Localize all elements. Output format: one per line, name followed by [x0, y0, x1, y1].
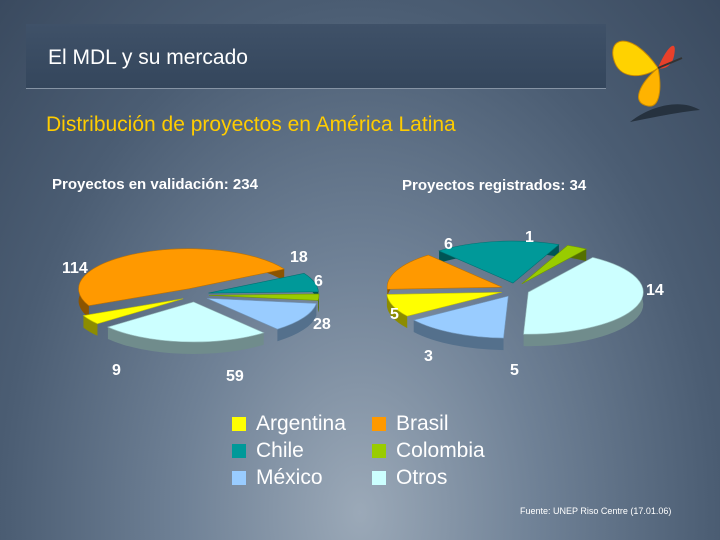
- pie-2-label-chile: 6: [444, 236, 453, 253]
- pie-1-label-mexico: 28: [313, 316, 331, 333]
- pie-1-label-otros: 59: [226, 368, 244, 385]
- legend-item-argentina: Argentina: [232, 412, 346, 436]
- pie-2-label-mexico: 5: [510, 362, 519, 379]
- legend-swatch-argentina: [232, 417, 246, 431]
- legend-item-otros: Otros: [372, 466, 447, 490]
- pie-1-label-chile: 18: [290, 249, 308, 266]
- pie-2-label-colombia: 1: [525, 229, 534, 246]
- legend-label: Chile: [256, 439, 304, 462]
- butterfly-logo: [612, 40, 700, 122]
- pie-1-slice-mexico: [207, 298, 317, 330]
- pie-2-label-argentina: 3: [424, 348, 433, 365]
- pie-2-title: Proyectos registrados: 34: [402, 177, 587, 194]
- pie-1-slice-colombia: [208, 293, 320, 301]
- legend-label: México: [256, 466, 323, 489]
- pie-1-label-brasil: 114: [62, 260, 88, 277]
- legend-item-chile: Chile: [232, 439, 304, 463]
- slide-title: El MDL y su mercado: [48, 46, 248, 69]
- legend-swatch-mexico: [232, 471, 246, 485]
- legend-item-mexico: México: [232, 466, 323, 490]
- legend-label: Argentina: [256, 412, 346, 435]
- legend-swatch-brasil: [372, 417, 386, 431]
- pie-2-slice-chile: [438, 240, 560, 284]
- pie-1-slice-otros: [107, 301, 265, 343]
- pie-1-title: Proyectos en validación: 234: [52, 176, 258, 193]
- pie-2-slice-brasil: [386, 254, 503, 290]
- legend-swatch-otros: [372, 471, 386, 485]
- pie-1-slice-brasil: [78, 248, 285, 307]
- pie-2-slice-colombia: [521, 245, 588, 285]
- pie-2-label-otros: 14: [646, 282, 664, 299]
- legend-label: Brasil: [396, 412, 449, 435]
- legend-item-brasil: Brasil: [372, 412, 449, 436]
- pie-2-label-brasil: 5: [390, 306, 399, 323]
- legend-swatch-colombia: [372, 444, 386, 458]
- chart-subtitle: Distribución de proyectos en América Lat…: [46, 113, 456, 136]
- pie-2-slice-otros: [523, 257, 644, 335]
- legend-label: Colombia: [396, 439, 485, 462]
- legend-label: Otros: [396, 466, 448, 489]
- pie-1-slice-argentina: [82, 298, 184, 325]
- legend-item-colombia: Colombia: [372, 439, 485, 463]
- pie-1-label-colombia: 6: [314, 273, 323, 290]
- title-bar: [26, 24, 606, 89]
- source-note: Fuente: UNEP Riso Centre (17.01.06): [520, 506, 672, 516]
- pie-2-slice-mexico: [412, 295, 509, 339]
- pie-1-slice-chile: [208, 273, 319, 294]
- pie-2-slice-argentina: [386, 291, 502, 317]
- legend-swatch-chile: [232, 444, 246, 458]
- pie-1-label-argentina: 9: [112, 362, 121, 379]
